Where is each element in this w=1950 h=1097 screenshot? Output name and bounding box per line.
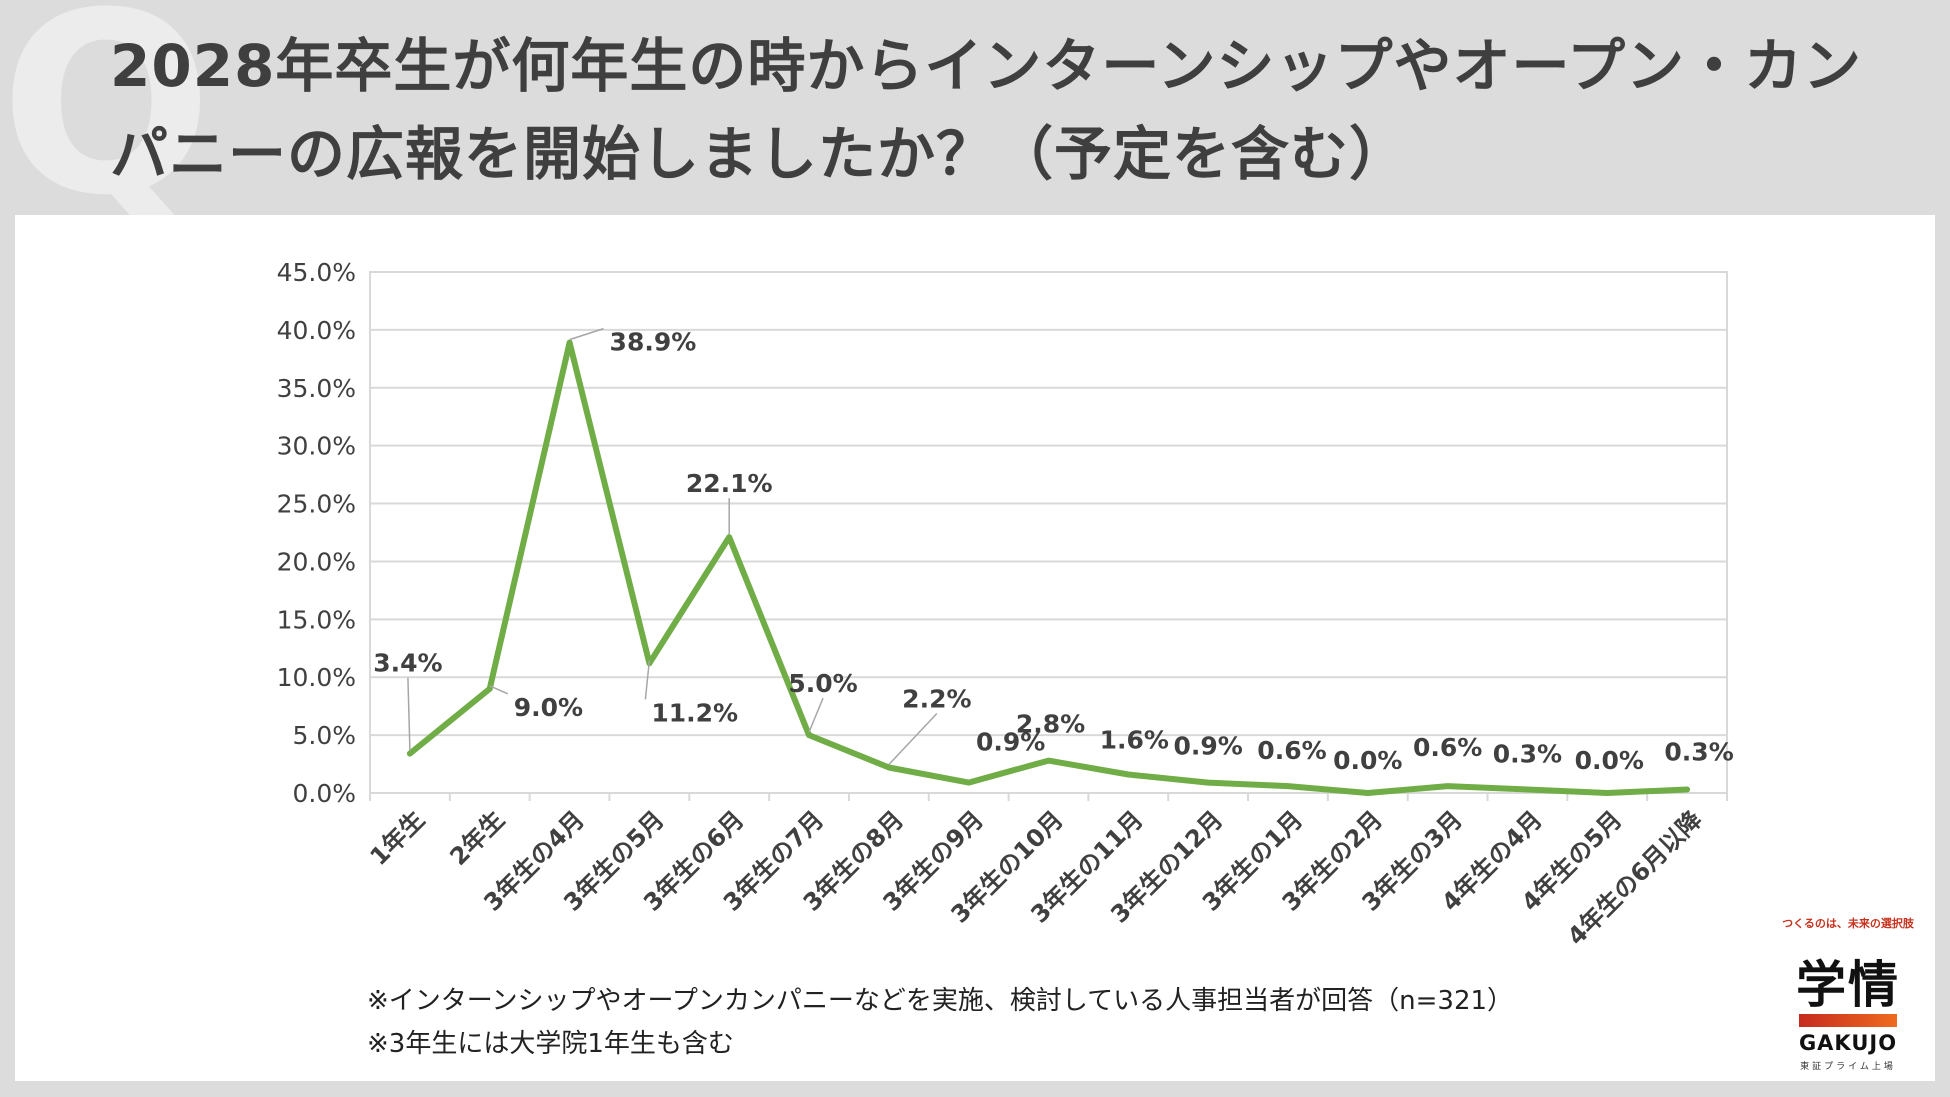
y-tick-label: 25.0%	[277, 490, 356, 519]
data-label: 0.3%	[1664, 738, 1733, 767]
data-label-leader	[808, 697, 824, 733]
data-label: 0.3%	[1493, 740, 1562, 769]
data-label: 11.2%	[651, 698, 738, 727]
data-label-leader	[489, 685, 509, 695]
y-tick-label: 10.0%	[277, 663, 356, 692]
data-label: 0.6%	[1413, 733, 1482, 762]
footnote-respondents: ※インターンシップやオープンカンパニーなどを実施、検討している人事担当者が回答（…	[367, 986, 1514, 1016]
line-chart: 0.0% 5.0% 10.0% 15.0% 20.0% 25.0% 30.0% 35.0% 40…	[277, 258, 1734, 951]
data-label: 2.2%	[902, 685, 971, 714]
page-title: 2028年卒生が何年生の時からインターンシップやオープン・カンパニーの広報を開始…	[110, 32, 1863, 188]
data-label: 0.9%	[1173, 732, 1242, 761]
data-label: 2.8%	[1016, 710, 1085, 739]
y-tick-label: 40.0%	[277, 316, 356, 345]
x-tick-label: 4年生の6月以降	[1562, 805, 1708, 951]
data-label: 0.6%	[1257, 736, 1326, 765]
x-tick-label: 1年生	[365, 805, 431, 871]
logo-bar	[1799, 1014, 1897, 1027]
data-label: 0.9%	[976, 728, 1045, 757]
data-label-leader	[644, 660, 651, 700]
data-label: 3.4%	[373, 649, 442, 678]
data-label: 0.0%	[1575, 746, 1644, 775]
logo-tagline: つくるのは、未来の選択肢	[1782, 917, 1914, 930]
data-label: 1.6%	[1100, 725, 1169, 754]
y-tick-label: 15.0%	[277, 605, 356, 634]
data-label-leader	[888, 713, 938, 766]
logo-sub: 東証プライム上場	[1800, 1062, 1896, 1072]
logo-mark: 学情	[1796, 956, 1900, 1014]
data-label-leader	[407, 677, 411, 751]
data-label: 9.0%	[514, 693, 583, 722]
data-label: 0.0%	[1333, 746, 1402, 775]
y-tick-label: 5.0%	[292, 721, 356, 750]
footnote-grad-students: ※3年生には大学院1年生も含む	[367, 1029, 734, 1059]
q-watermark: Q	[0, 0, 213, 250]
x-tick-label: 2年生	[444, 805, 510, 871]
y-tick-label: 35.0%	[277, 374, 356, 403]
y-tick-label: 0.0%	[292, 779, 356, 808]
chart-panel: 0.0% 5.0% 10.0% 15.0% 20.0% 25.0% 30.0% 35.0% 40…	[15, 215, 1935, 1081]
data-label: 22.1%	[686, 469, 773, 498]
y-tick-label: 20.0%	[277, 547, 356, 576]
logo-brand: GAKUJO	[1798, 1031, 1898, 1055]
y-tick-label: 30.0%	[277, 432, 356, 461]
data-label-leader	[569, 327, 604, 341]
data-label: 5.0%	[788, 669, 857, 698]
gakujo-logo: つくるのは、未来の選択肢 学情 GAKUJO 東証プライム上場	[1773, 915, 1923, 1075]
data-label: 38.9%	[610, 328, 697, 357]
series-line	[406, 339, 1691, 796]
y-tick-label: 45.0%	[277, 258, 356, 287]
